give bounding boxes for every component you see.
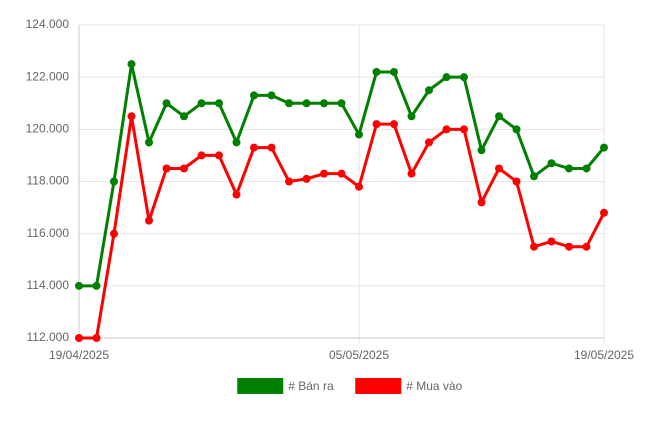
data-point <box>145 216 153 225</box>
y-tick-label: 118.000 <box>27 174 70 188</box>
data-point <box>267 143 276 152</box>
data-point <box>215 151 223 160</box>
data-point <box>197 99 206 108</box>
data-point <box>250 91 258 100</box>
data-point <box>425 138 433 147</box>
data-point <box>425 86 433 95</box>
data-point <box>337 169 346 178</box>
y-tick-label: 122.000 <box>26 69 70 83</box>
legend-label: # Mua vào <box>406 379 462 393</box>
data-point <box>372 120 381 129</box>
data-point <box>355 182 363 191</box>
x-tick-label: 05/05/2025 <box>329 348 389 362</box>
data-point <box>267 91 276 100</box>
y-tick-label: 114.000 <box>27 278 70 292</box>
data-point <box>495 112 503 121</box>
data-point <box>495 164 503 173</box>
data-point <box>442 125 451 134</box>
data-point <box>600 208 608 217</box>
data-point <box>477 146 486 155</box>
data-point <box>127 60 136 69</box>
data-point <box>460 73 468 82</box>
data-point <box>565 242 573 251</box>
data-point <box>320 169 328 178</box>
data-point <box>232 138 241 147</box>
data-point <box>407 112 416 121</box>
data-point <box>110 229 118 238</box>
data-point <box>250 143 258 152</box>
data-point <box>197 151 206 160</box>
data-point <box>337 99 346 108</box>
data-point <box>530 242 538 251</box>
data-point <box>92 334 101 342</box>
data-point <box>285 99 293 108</box>
data-point <box>215 99 223 108</box>
data-point <box>355 130 363 139</box>
data-point <box>302 174 311 183</box>
legend-swatch <box>237 378 284 394</box>
data-point <box>530 172 538 181</box>
data-point <box>75 281 83 290</box>
data-point <box>92 281 101 290</box>
data-point <box>302 99 311 108</box>
y-tick-label: 120.000 <box>26 122 70 136</box>
data-point <box>320 99 328 108</box>
data-point <box>547 237 556 246</box>
y-tick-label: 116.000 <box>27 226 70 240</box>
data-point <box>460 125 468 134</box>
y-tick-label: 124.000 <box>26 17 70 31</box>
data-point <box>565 164 573 173</box>
data-point <box>582 164 591 173</box>
data-point <box>512 125 521 134</box>
data-point <box>127 112 136 121</box>
x-tick-label: 19/04/2025 <box>49 348 109 362</box>
data-point <box>180 164 188 173</box>
data-point <box>407 169 416 178</box>
x-tick-label: 19/05/2025 <box>574 348 634 362</box>
data-point <box>512 177 521 186</box>
data-point <box>232 190 241 199</box>
data-point <box>600 143 608 152</box>
data-point <box>547 159 556 168</box>
legend-label: # Bán ra <box>288 379 334 393</box>
data-point <box>162 164 171 173</box>
data-point <box>180 112 188 121</box>
data-point <box>110 177 118 186</box>
data-point <box>145 138 153 147</box>
y-tick-label: 112.000 <box>27 330 70 344</box>
data-point <box>285 177 293 186</box>
legend-swatch <box>355 378 402 394</box>
data-point <box>372 67 381 76</box>
data-point <box>75 334 83 342</box>
data-point <box>390 67 398 76</box>
data-point <box>582 242 591 251</box>
data-point <box>442 73 451 82</box>
data-point <box>477 198 486 207</box>
data-point <box>162 99 171 108</box>
data-point <box>390 120 398 129</box>
